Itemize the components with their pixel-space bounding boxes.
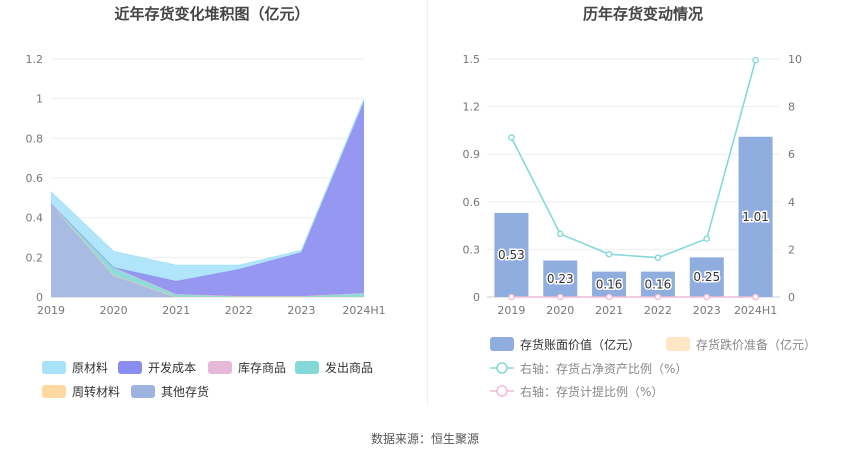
line-point <box>556 293 564 301</box>
inventory-bar <box>494 212 529 297</box>
right-right-axis-tick: 8 <box>788 101 795 114</box>
legend-swatch <box>666 337 690 351</box>
inventory-bar <box>640 271 675 297</box>
legend-swatch <box>42 361 66 374</box>
left-chart-title: 近年存货变化堆积图（亿元） <box>114 5 309 23</box>
left-stacked-area-chart: 近年存货变化堆积图（亿元） 0 0.2 0.4 0.6 0.8 1 1.2 2019 2020 2… <box>26 5 386 399</box>
line-point <box>605 293 613 301</box>
legend-label: 右轴：存货占净资产比例（%） <box>520 361 687 376</box>
legend-label: 右轴：存货计提比例（%） <box>520 384 663 399</box>
area-series-line <box>50 98 365 266</box>
right-right-axis-tick: 0 <box>788 291 795 304</box>
right-right-axis-tick: 4 <box>788 196 795 209</box>
left-y-tick-label: 0.8 <box>26 132 44 145</box>
right-left-axis-tick: 0.3 <box>463 243 481 256</box>
legend-label: 库存商品 <box>238 360 286 375</box>
right-x-tick-label: 2024H1 <box>734 304 777 317</box>
area-series <box>51 101 364 297</box>
left-x-tick-label: 2021 <box>162 304 190 317</box>
right-left-axis-tick: 0.9 <box>463 148 481 161</box>
bar-value-label: 0.23 <box>547 272 574 286</box>
right-chart-title: 历年存货变动情况 <box>583 5 703 23</box>
inventory-bar <box>543 260 578 297</box>
legend-swatch <box>295 361 319 374</box>
right-x-tick-label: 2021 <box>595 304 623 317</box>
inventory-bar <box>592 271 627 297</box>
bar-value-label: 0.25 <box>693 270 720 284</box>
legend-label: 开发成本 <box>148 360 196 375</box>
panel-divider <box>427 0 428 405</box>
left-x-tick-label: 2022 <box>225 304 253 317</box>
left-y-tick-label: 1 <box>36 93 43 106</box>
legend-swatch-marker <box>496 362 508 374</box>
left-y-tick-label: 0 <box>36 291 43 304</box>
legend-label: 其他存货 <box>161 384 209 399</box>
legend-swatch <box>118 361 142 374</box>
right-x-tick-label: 2020 <box>546 304 574 317</box>
right-x-tick-label: 2022 <box>644 304 672 317</box>
inventory-bar <box>689 257 724 297</box>
legend-label: 存货跌价准备（亿元） <box>696 337 816 352</box>
legend-swatch-marker <box>496 385 508 397</box>
right-left-axis-tick: 0.6 <box>463 196 481 209</box>
right-left-axis-tick: 1.5 <box>463 53 481 66</box>
line-point <box>703 293 711 301</box>
right-right-axis-tick: 6 <box>788 148 795 161</box>
left-x-tick-label: 2023 <box>287 304 315 317</box>
bar-value-label: 0.16 <box>645 277 672 291</box>
right-x-tick-label: 2019 <box>497 304 525 317</box>
right-left-axis-tick: 1.2 <box>463 101 481 114</box>
right-right-axis-tick: 10 <box>788 53 802 66</box>
legend-swatch <box>208 361 232 374</box>
bar-value-label: 0.53 <box>498 248 525 262</box>
right-x-tick-label: 2023 <box>693 304 721 317</box>
left-x-tick-label: 2024H1 <box>342 304 385 317</box>
line-point <box>752 293 759 301</box>
left-x-tick-label: 2019 <box>37 304 65 317</box>
legend-label: 周转材料 <box>72 384 120 399</box>
bar-value-label: 1.01 <box>742 210 769 224</box>
line-point <box>654 293 662 301</box>
line-point <box>508 134 515 141</box>
left-y-tick-label: 0.2 <box>26 251 44 264</box>
legend-swatch <box>42 385 66 398</box>
right-left-axis-tick: 0 <box>473 291 480 304</box>
line-point <box>556 230 564 238</box>
line-point <box>752 56 759 64</box>
bar-value-label: 0.16 <box>596 277 623 291</box>
inventory-bar <box>738 136 773 297</box>
left-y-tick-label: 0.6 <box>26 172 44 185</box>
data-source: 数据来源：恒生聚源 <box>370 432 479 446</box>
line-series <box>510 59 757 259</box>
right-bar-line-chart: 历年存货变动情况 0 0.3 0.6 0.9 1.2 1.5 0 2 4 6 8 10 2019 2020… <box>463 5 817 399</box>
legend-swatch <box>490 337 514 351</box>
legend-swatch <box>131 385 155 398</box>
legend-label: 存货账面价值（亿元） <box>520 337 640 352</box>
area-series <box>51 203 364 297</box>
left-x-tick-label: 2020 <box>100 304 128 317</box>
legend-label: 原材料 <box>72 361 108 375</box>
left-y-tick-label: 1.2 <box>26 53 44 66</box>
line-point <box>703 235 711 242</box>
line-point <box>508 293 515 301</box>
line-point <box>605 250 613 258</box>
legend-label: 发出商品 <box>325 360 373 375</box>
line-point <box>654 254 662 262</box>
right-right-axis-tick: 2 <box>788 243 795 256</box>
left-y-tick-label: 0.4 <box>26 212 44 225</box>
